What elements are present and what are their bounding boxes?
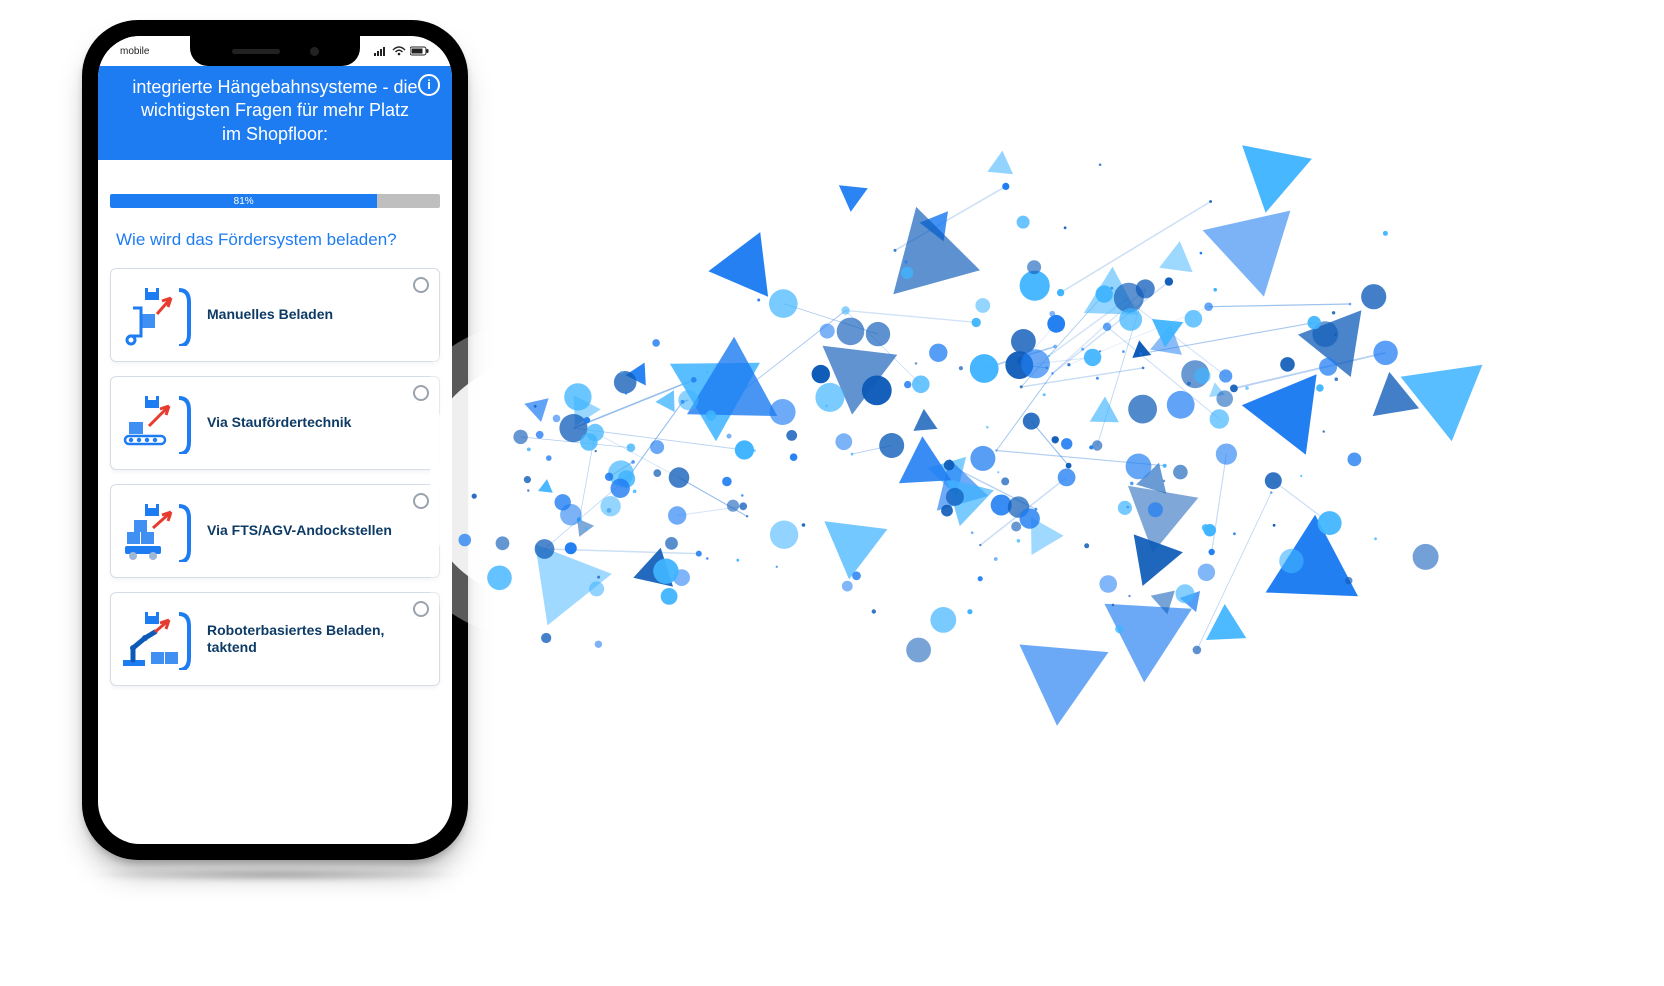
question-text: Wie wird das Fördersystem beladen? <box>116 230 434 250</box>
network-artwork <box>430 60 1530 840</box>
progress-bar: 81% <box>110 194 440 208</box>
info-button[interactable]: i <box>418 74 440 96</box>
signal-icon <box>374 46 388 56</box>
option-label: Via Staufördertechnik <box>207 414 351 432</box>
stage: mobile integrierte Hängebahnsysteme - di… <box>0 0 1664 986</box>
option-radio[interactable] <box>413 277 429 293</box>
info-icon: i <box>427 77 431 94</box>
app-header: integrierte Hängebahnsysteme - die wicht… <box>98 66 452 160</box>
option-3[interactable]: Roboterbasiertes Beladen, taktend <box>110 592 440 686</box>
option-2[interactable]: Via FTS/AGV-Andockstellen <box>110 484 440 578</box>
option-label: Manuelles Beladen <box>207 306 333 324</box>
header-title: integrierte Hängebahnsysteme - die wicht… <box>132 77 417 144</box>
status-right <box>374 46 430 56</box>
wifi-icon <box>392 46 406 56</box>
option-label: Via FTS/AGV-Andockstellen <box>207 522 392 540</box>
option-icon-1 <box>121 392 193 454</box>
progress-label: 81% <box>234 196 254 207</box>
option-radio[interactable] <box>413 601 429 617</box>
progress-fill: 81% <box>110 194 377 208</box>
option-label: Roboterbasiertes Beladen, taktend <box>207 622 405 657</box>
status-carrier: mobile <box>120 46 149 57</box>
option-icon-2 <box>121 500 193 562</box>
option-1[interactable]: Via Staufördertechnik <box>110 376 440 470</box>
option-icon-0 <box>121 284 193 346</box>
option-icon-3 <box>121 608 193 670</box>
phone-notch <box>190 36 360 66</box>
phone-shadow <box>82 868 468 882</box>
options-list: Manuelles Beladen Via Staufördertechnik Vi… <box>110 268 440 686</box>
phone-frame: mobile integrierte Hängebahnsysteme - di… <box>82 20 468 860</box>
option-0[interactable]: Manuelles Beladen <box>110 268 440 362</box>
phone-screen: mobile integrierte Hängebahnsysteme - di… <box>98 36 452 844</box>
survey-body: 81% Wie wird das Fördersystem beladen? M… <box>98 160 452 686</box>
option-radio[interactable] <box>413 493 429 509</box>
battery-icon <box>410 46 430 56</box>
option-radio[interactable] <box>413 385 429 401</box>
